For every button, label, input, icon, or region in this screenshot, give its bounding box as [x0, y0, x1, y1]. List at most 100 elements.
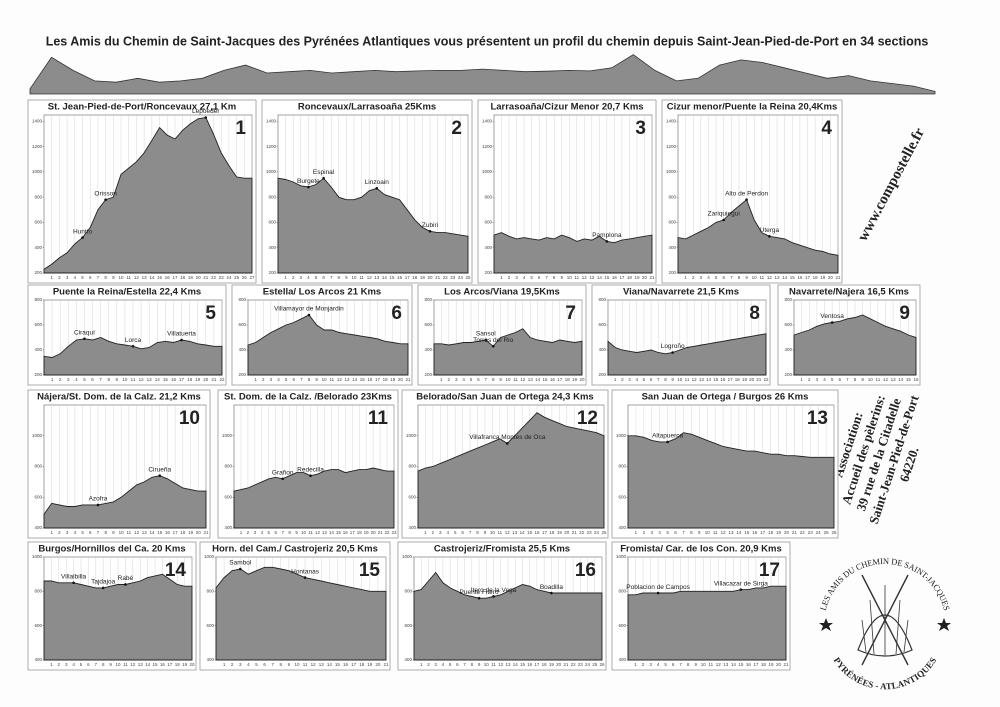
panel-title: Roncevaux/Larrasoaña 25Kms	[298, 102, 436, 113]
elevation-area	[413, 571, 603, 661]
panel-title: Castrojeriz/Fromista 25,5 Kms	[434, 544, 570, 555]
y-tick-label: 600	[206, 623, 214, 628]
elevation-area	[627, 585, 787, 661]
x-tick-label: 18	[813, 275, 819, 280]
x-tick-label: 19	[420, 275, 426, 280]
x-tick-label: 4	[657, 662, 660, 667]
x-tick-label: 24	[458, 275, 464, 280]
x-tick-label: 18	[627, 275, 633, 280]
x-tick-label: 13	[322, 530, 328, 535]
x-tick-label: 12	[582, 275, 588, 280]
place-marker	[739, 588, 743, 591]
x-tick-label: 10	[752, 275, 758, 280]
x-tick-label: 6	[456, 662, 459, 667]
x-tick-label: 11	[513, 377, 518, 382]
place-marker	[96, 503, 100, 507]
place-marker	[124, 583, 127, 586]
x-tick-label: 25	[465, 275, 471, 280]
place-marker	[180, 338, 183, 342]
y-tick-label: 1000	[266, 169, 277, 174]
place-label: Villamayor de Monjardin	[274, 306, 344, 313]
place-marker	[307, 313, 311, 317]
y-tick-label: 1400	[482, 119, 493, 124]
x-tick-label: 12	[498, 662, 504, 667]
x-tick-label: 20	[579, 377, 585, 382]
x-tick-label: 2	[262, 377, 265, 382]
y-tick-label: 600	[268, 220, 276, 225]
x-tick-label: 1	[500, 275, 503, 280]
y-tick-label: 400	[34, 245, 42, 250]
y-tick-label: 800	[598, 297, 606, 302]
y-tick-label: 600	[34, 623, 42, 628]
x-tick-label: 10	[322, 377, 328, 382]
panel-title: Belorado/San Juan de Ortega 24,3 Kms	[416, 392, 593, 403]
x-tick-label: 15	[360, 377, 366, 382]
x-tick-label: 15	[157, 530, 163, 535]
place-label: Redecilla	[297, 466, 324, 473]
x-tick-label: 9	[288, 662, 291, 667]
y-tick-label: 1000	[666, 169, 677, 174]
x-tick-label: 19	[195, 377, 201, 382]
x-tick-label: 11	[491, 662, 496, 667]
x-tick-label: 20	[776, 662, 782, 667]
x-tick-label: 16	[160, 662, 166, 667]
x-tick-label: 13	[775, 275, 781, 280]
x-tick-label: 8	[104, 275, 107, 280]
x-tick-label: 7	[846, 377, 849, 382]
x-tick-label: 4	[707, 275, 710, 280]
place-label: Logroño	[661, 343, 685, 350]
x-tick-label: 15	[157, 275, 163, 280]
x-tick-label: 6	[274, 530, 277, 535]
x-tick-label: 8	[104, 530, 107, 535]
x-tick-label: 13	[319, 662, 325, 667]
x-tick-label: 18	[565, 377, 571, 382]
x-tick-label: 19	[188, 530, 194, 535]
y-tick-label: 200	[484, 270, 492, 275]
x-tick-label: 12	[721, 530, 727, 535]
x-tick-label: 15	[790, 275, 796, 280]
x-tick-label: 16	[550, 377, 556, 382]
x-tick-label: 21	[835, 275, 841, 280]
x-tick-label: 19	[364, 530, 370, 535]
x-tick-label: 6	[263, 662, 266, 667]
x-tick-label: 5	[666, 530, 669, 535]
x-tick-label: 2	[292, 275, 295, 280]
x-tick-label: 16	[746, 662, 752, 667]
x-tick-label: 15	[713, 377, 719, 382]
x-tick-label: 12	[716, 662, 722, 667]
x-tick-label: 7	[281, 530, 284, 535]
x-tick-label: 11	[685, 377, 690, 382]
x-tick-label: 12	[130, 662, 136, 667]
x-tick-label: 7	[485, 377, 488, 382]
x-tick-label: 20	[642, 275, 648, 280]
page-title: Les Amis du Chemin de Saint-Jacques des …	[46, 34, 929, 48]
x-tick-label: 2	[621, 377, 624, 382]
x-tick-label: 15	[520, 662, 526, 667]
x-tick-label: 9	[560, 275, 563, 280]
x-tick-label: 3	[67, 377, 70, 382]
place-label: Cirueña	[148, 466, 171, 473]
x-tick-label: 19	[188, 275, 194, 280]
x-tick-label: 2	[692, 275, 695, 280]
x-tick-label: 17	[619, 275, 625, 280]
x-tick-label: 1	[800, 377, 803, 382]
x-tick-label: 9	[478, 662, 481, 667]
x-tick-label: 11	[126, 275, 131, 280]
x-tick-label: 21	[792, 530, 798, 535]
x-tick-label: 17	[805, 275, 811, 280]
x-tick-label: 4	[75, 377, 78, 382]
x-tick-label: 9	[112, 275, 115, 280]
x-tick-label: 21	[405, 377, 411, 382]
section-number: 10	[179, 408, 200, 429]
place-label: Altapuerca	[652, 433, 683, 440]
x-tick-label: 3	[300, 275, 303, 280]
section-number: 17	[759, 560, 780, 581]
y-tick-label: 1000	[222, 433, 233, 438]
x-tick-label: 9	[295, 530, 298, 535]
x-tick-label: 10	[701, 662, 707, 667]
x-tick-label: 21	[203, 530, 209, 535]
place-marker	[505, 442, 509, 445]
x-tick-label: 14	[782, 275, 788, 280]
place-marker	[605, 240, 609, 243]
x-tick-label: 3	[270, 377, 273, 382]
